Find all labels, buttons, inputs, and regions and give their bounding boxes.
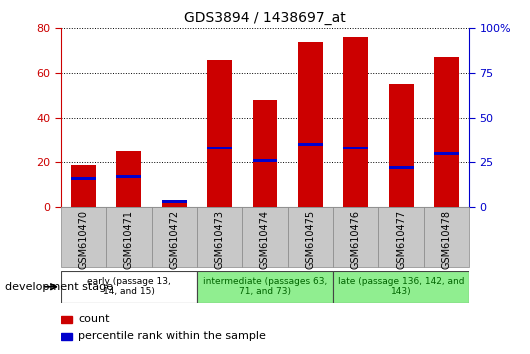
Text: GSM610470: GSM610470 [78, 210, 89, 269]
Text: GSM610478: GSM610478 [441, 210, 452, 269]
FancyBboxPatch shape [242, 207, 288, 267]
FancyBboxPatch shape [107, 207, 152, 267]
Bar [61, 333, 73, 340]
Bar [343, 37, 368, 207]
FancyBboxPatch shape [197, 207, 242, 267]
Text: GSM610475: GSM610475 [305, 210, 315, 269]
FancyBboxPatch shape [61, 207, 107, 267]
Text: development stage: development stage [5, 282, 113, 292]
Bar [207, 59, 232, 207]
FancyBboxPatch shape [333, 207, 378, 267]
Bar [117, 175, 142, 178]
Text: GSM610471: GSM610471 [124, 210, 134, 269]
Text: GSM610473: GSM610473 [215, 210, 225, 269]
Bar [434, 57, 459, 207]
Bar [343, 147, 368, 149]
Bar [207, 147, 232, 149]
Text: GSM610472: GSM610472 [169, 210, 179, 269]
Bar [388, 166, 413, 169]
FancyBboxPatch shape [197, 271, 333, 303]
Bar [162, 200, 187, 207]
Bar [388, 84, 413, 207]
Bar [71, 165, 96, 207]
FancyBboxPatch shape [152, 207, 197, 267]
Bar [71, 177, 96, 180]
Text: GSM610474: GSM610474 [260, 210, 270, 269]
Bar [298, 143, 323, 146]
Text: GSM610476: GSM610476 [351, 210, 361, 269]
FancyBboxPatch shape [61, 271, 197, 303]
Bar [117, 151, 142, 207]
Bar [162, 200, 187, 203]
Title: GDS3894 / 1438697_at: GDS3894 / 1438697_at [184, 11, 346, 24]
Bar [61, 316, 73, 323]
Text: early (passage 13,
14, and 15): early (passage 13, 14, and 15) [87, 277, 171, 296]
Bar [434, 152, 459, 155]
FancyBboxPatch shape [423, 207, 469, 267]
Bar [252, 100, 278, 207]
Text: late (passage 136, 142, and
143): late (passage 136, 142, and 143) [338, 277, 464, 296]
FancyBboxPatch shape [288, 207, 333, 267]
FancyBboxPatch shape [333, 271, 469, 303]
Text: intermediate (passages 63,
71, and 73): intermediate (passages 63, 71, and 73) [203, 277, 327, 296]
FancyBboxPatch shape [378, 207, 423, 267]
Text: GSM610477: GSM610477 [396, 210, 406, 269]
Text: percentile rank within the sample: percentile rank within the sample [78, 331, 266, 341]
Text: count: count [78, 314, 110, 324]
Bar [298, 42, 323, 207]
Bar [252, 159, 278, 162]
